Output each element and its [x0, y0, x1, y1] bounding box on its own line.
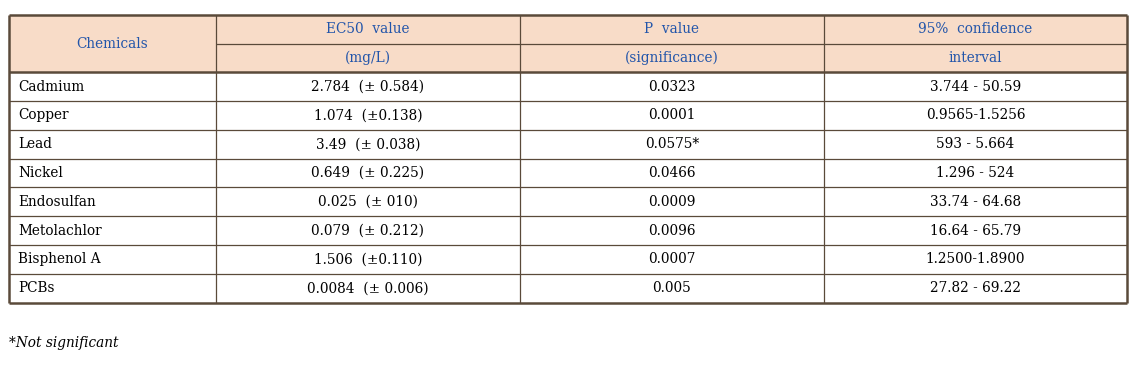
Bar: [520, 101, 824, 130]
Bar: [824, 187, 1127, 216]
Bar: [520, 72, 824, 101]
Text: 1.296 - 524: 1.296 - 524: [936, 166, 1014, 180]
Text: 0.005: 0.005: [652, 281, 692, 295]
Text: (mg/L): (mg/L): [345, 51, 391, 65]
Text: 1.2500-1.8900: 1.2500-1.8900: [926, 252, 1025, 266]
Bar: [216, 15, 520, 44]
Text: P  value: P value: [644, 22, 700, 36]
Bar: [9, 15, 216, 72]
Text: 3.744 - 50.59: 3.744 - 50.59: [930, 80, 1021, 94]
Bar: [9, 245, 216, 274]
Text: 0.0084  (± 0.006): 0.0084 (± 0.006): [307, 281, 428, 295]
Bar: [216, 274, 520, 303]
Text: 27.82 - 69.22: 27.82 - 69.22: [930, 281, 1021, 295]
Bar: [216, 245, 520, 274]
Text: (significance): (significance): [625, 51, 719, 65]
Text: 0.0466: 0.0466: [649, 166, 695, 180]
Bar: [9, 72, 216, 101]
Bar: [9, 101, 216, 130]
Bar: [9, 159, 216, 187]
Bar: [520, 216, 824, 245]
Bar: [824, 245, 1127, 274]
Text: Chemicals: Chemicals: [76, 37, 149, 51]
Bar: [9, 274, 216, 303]
Text: 0.0323: 0.0323: [649, 80, 695, 94]
Bar: [520, 44, 824, 72]
Bar: [216, 159, 520, 187]
Bar: [9, 130, 216, 159]
Text: 0.0009: 0.0009: [649, 195, 695, 209]
Text: Bisphenol A: Bisphenol A: [18, 252, 101, 266]
Bar: [824, 44, 1127, 72]
Text: Metolachlor: Metolachlor: [18, 224, 102, 238]
Bar: [216, 187, 520, 216]
Text: Copper: Copper: [18, 108, 68, 123]
Text: *Not significant: *Not significant: [9, 336, 118, 350]
Text: 0.025  (± 010): 0.025 (± 010): [318, 195, 418, 209]
Bar: [216, 101, 520, 130]
Text: 593 - 5.664: 593 - 5.664: [936, 137, 1014, 151]
Text: 2.784  (± 0.584): 2.784 (± 0.584): [311, 80, 425, 94]
Text: 0.0001: 0.0001: [649, 108, 695, 123]
Bar: [520, 274, 824, 303]
Bar: [824, 72, 1127, 101]
Text: 0.0096: 0.0096: [649, 224, 695, 238]
Bar: [520, 245, 824, 274]
Text: 0.0007: 0.0007: [649, 252, 695, 266]
Text: Endosulfan: Endosulfan: [18, 195, 95, 209]
Bar: [520, 130, 824, 159]
Bar: [9, 187, 216, 216]
Text: 0.9565-1.5256: 0.9565-1.5256: [926, 108, 1025, 123]
Text: 16.64 - 65.79: 16.64 - 65.79: [930, 224, 1021, 238]
Text: 1.074  (±0.138): 1.074 (±0.138): [314, 108, 423, 123]
Text: 0.079  (± 0.212): 0.079 (± 0.212): [311, 224, 425, 238]
Bar: [216, 72, 520, 101]
Text: Cadmium: Cadmium: [18, 80, 84, 94]
Bar: [216, 130, 520, 159]
Text: 33.74 - 64.68: 33.74 - 64.68: [930, 195, 1021, 209]
Bar: [824, 101, 1127, 130]
Bar: [824, 216, 1127, 245]
Bar: [9, 216, 216, 245]
Bar: [520, 187, 824, 216]
Text: 0.649  (± 0.225): 0.649 (± 0.225): [311, 166, 425, 180]
Bar: [520, 159, 824, 187]
Text: interval: interval: [949, 51, 1002, 65]
Bar: [216, 216, 520, 245]
Text: PCBs: PCBs: [18, 281, 55, 295]
Bar: [824, 274, 1127, 303]
Text: 95%  confidence: 95% confidence: [918, 22, 1033, 36]
Text: EC50  value: EC50 value: [326, 22, 410, 36]
Text: 1.506  (±0.110): 1.506 (±0.110): [314, 252, 423, 266]
Bar: [520, 15, 824, 44]
Text: 0.0575*: 0.0575*: [645, 137, 699, 151]
Bar: [824, 159, 1127, 187]
Bar: [824, 130, 1127, 159]
Text: 3.49  (± 0.038): 3.49 (± 0.038): [316, 137, 420, 151]
Bar: [824, 15, 1127, 44]
Text: Nickel: Nickel: [18, 166, 64, 180]
Text: Lead: Lead: [18, 137, 52, 151]
Bar: [216, 44, 520, 72]
